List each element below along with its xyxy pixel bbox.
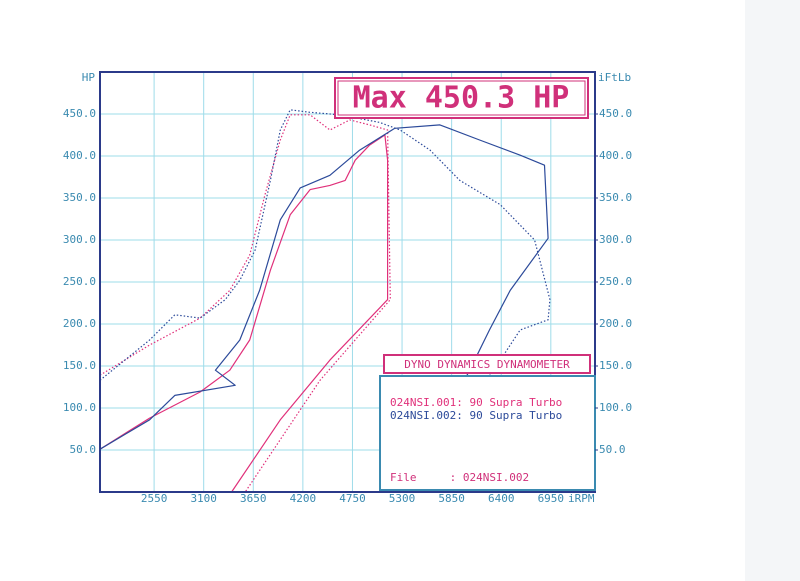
y2-axis-label: iFtLb bbox=[598, 71, 631, 84]
x-tick-label: 4750 bbox=[339, 492, 366, 505]
info-header-box bbox=[383, 354, 591, 374]
legend-entry: 024NSI.001: 90 Supra Turbo bbox=[390, 396, 562, 409]
info-header: DYNO DYNAMICS DYNAMOMETER bbox=[404, 358, 570, 371]
y2-tick-label: 100.0 bbox=[599, 401, 632, 414]
grid bbox=[100, 72, 595, 492]
x-tick-label: 2550 bbox=[141, 492, 168, 505]
max-box bbox=[334, 77, 589, 119]
max-annotation: Max 450.3 HP bbox=[353, 81, 570, 116]
y-tick-label: 300.0 bbox=[63, 233, 96, 246]
y2-tick-label: 50.0 bbox=[599, 443, 626, 456]
curve-dotted bbox=[99, 109, 551, 391]
y-tick-label: 200.0 bbox=[63, 317, 96, 330]
y2-tick-label: 400.0 bbox=[599, 149, 632, 162]
y-tick-label: 50.0 bbox=[70, 443, 97, 456]
x-tick-label: 6950 bbox=[538, 492, 565, 505]
y-tick-label: 250.0 bbox=[63, 275, 96, 288]
max-box-inner bbox=[337, 80, 586, 116]
y-axis-label: HP bbox=[82, 71, 96, 84]
y-tick-label: 350.0 bbox=[63, 191, 96, 204]
curve-solid bbox=[99, 124, 549, 450]
y2-tick-label: 450.0 bbox=[599, 107, 632, 120]
x-axis-label: iRPM bbox=[568, 492, 595, 505]
x-tick-label: 5300 bbox=[389, 492, 416, 505]
y2-tick-label: 350.0 bbox=[599, 191, 632, 204]
scan-edge bbox=[745, 0, 800, 581]
info-box bbox=[379, 375, 596, 491]
x-tick-label: 6400 bbox=[488, 492, 515, 505]
y2-tick-label: 300.0 bbox=[599, 233, 632, 246]
y2-tick-label: 200.0 bbox=[599, 317, 632, 330]
info-file: File : 024NSI.002 bbox=[390, 471, 529, 484]
x-tick-label: 4200 bbox=[290, 492, 317, 505]
y-tick-label: 100.0 bbox=[63, 401, 96, 414]
x-tick-label: 3100 bbox=[190, 492, 217, 505]
y-tick-label: 450.0 bbox=[63, 107, 96, 120]
x-tick-label: 3650 bbox=[240, 492, 267, 505]
curves bbox=[99, 109, 551, 493]
y-tick-label: 150.0 bbox=[63, 359, 96, 372]
x-tick-label: 5850 bbox=[438, 492, 465, 505]
legend-entry: 024NSI.002: 90 Supra Turbo bbox=[390, 409, 562, 422]
curve-solid bbox=[99, 134, 389, 493]
y2-tick-label: 250.0 bbox=[599, 275, 632, 288]
y2-tick-label: 150.0 bbox=[599, 359, 632, 372]
y-tick-label: 400.0 bbox=[63, 149, 96, 162]
